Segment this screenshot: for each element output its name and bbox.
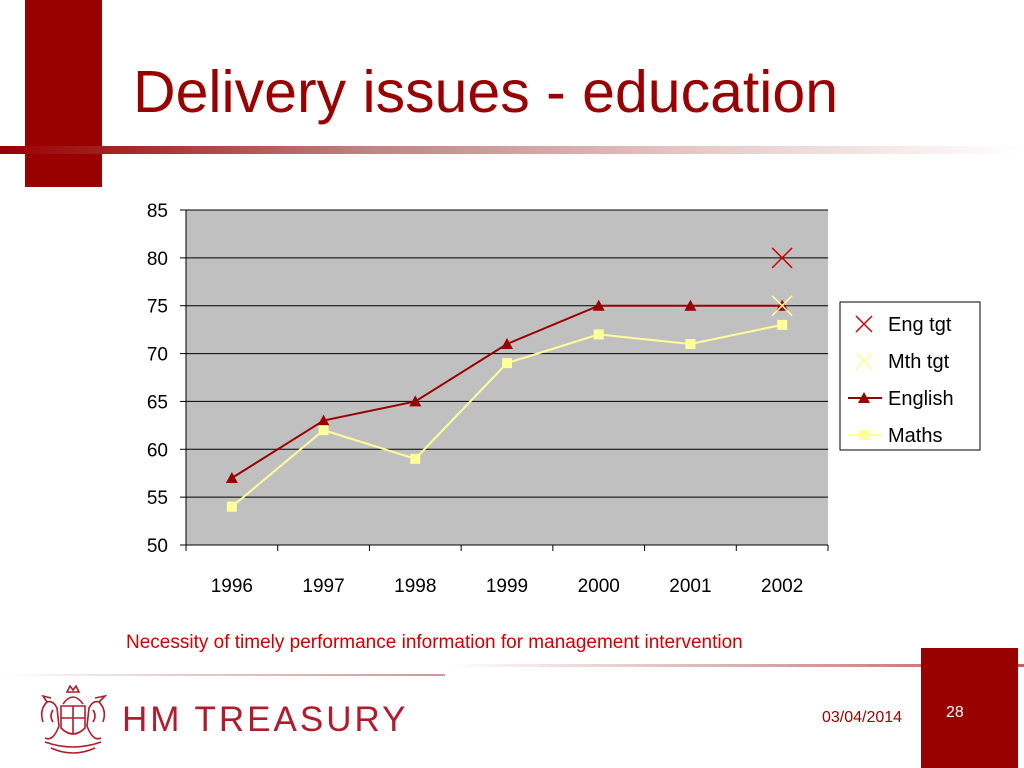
royal-crest-icon	[40, 684, 108, 754]
x-axis-ticks: 1996 1997 1998 1999 2000 2001 2002	[185, 544, 829, 597]
data-point	[771, 247, 793, 269]
gridlines	[186, 209, 828, 546]
y-tick-label: 70	[147, 345, 168, 366]
slide-date: 03/04/2014	[822, 709, 903, 726]
slide-title: Delivery issues - education	[133, 59, 839, 125]
data-point	[684, 299, 697, 311]
plot-area	[186, 210, 828, 545]
legend-label: English	[888, 388, 954, 410]
data-point	[777, 319, 788, 330]
brand-wordmark: HM TREASURY	[122, 700, 409, 739]
y-tick-label: 55	[147, 488, 168, 509]
legend-label: Eng tgt	[888, 314, 952, 336]
legend-marker	[855, 352, 873, 370]
series-english	[225, 299, 789, 483]
x-tick-label-2001: 2001	[669, 576, 711, 597]
data-point	[226, 501, 237, 512]
legend: Eng tgt Mth tgt English Maths	[839, 301, 981, 451]
series-mth-tgt	[771, 295, 793, 317]
data-point	[317, 414, 330, 426]
data-point	[318, 425, 329, 436]
x-tick-label-2000: 2000	[578, 576, 620, 597]
legend-item-maths: Maths	[848, 425, 942, 447]
x-tick-label-1996: 1996	[211, 576, 253, 597]
legend-item-eng-tgt: Eng tgt	[855, 314, 952, 336]
x-tick-label-1997: 1997	[302, 576, 344, 597]
legend-label: Mth tgt	[888, 351, 950, 373]
series-eng-tgt	[771, 247, 793, 269]
x-tick-label-2002: 2002	[761, 576, 803, 597]
header-accent-block	[25, 0, 102, 187]
y-tick-label: 60	[147, 440, 168, 461]
y-tick-label: 50	[147, 536, 168, 557]
y-tick-label: 65	[147, 392, 168, 413]
data-point	[593, 329, 604, 340]
data-point	[225, 472, 238, 483]
header-divider	[0, 146, 1024, 154]
footer-divider-left	[0, 674, 445, 676]
data-point	[501, 338, 513, 349]
legend-marker	[859, 430, 869, 440]
y-tick-label: 85	[147, 201, 168, 222]
slide-caption: Necessity of timely performance informat…	[126, 632, 743, 653]
legend-item-english: English	[848, 388, 954, 410]
footer-accent-block	[921, 648, 1018, 768]
legend-label: Maths	[888, 425, 942, 447]
x-tick-label-1998: 1998	[394, 576, 436, 597]
footer-divider-right	[445, 664, 1024, 667]
data-point	[685, 339, 696, 349]
y-axis-ticks: 50 55 60 65 70 75 80 85	[147, 201, 187, 557]
series-maths	[226, 319, 788, 512]
data-point	[410, 453, 421, 464]
legend-marker	[858, 392, 870, 403]
data-point	[771, 295, 793, 317]
page-number: 28	[946, 704, 964, 721]
legend-box	[839, 301, 981, 451]
legend-item-mth-tgt: Mth tgt	[855, 351, 950, 373]
series-group	[225, 247, 793, 512]
data-point	[409, 395, 422, 407]
data-point	[592, 299, 605, 311]
y-tick-label: 75	[147, 297, 168, 318]
legend-marker	[855, 315, 873, 333]
line-chart: 50 55 60 65 70 75 80 85 1996 1997 1998 1999 2000 200…	[147, 201, 981, 597]
y-tick-label: 80	[147, 249, 168, 270]
data-point	[502, 358, 512, 369]
x-tick-label-1999: 1999	[486, 576, 528, 597]
